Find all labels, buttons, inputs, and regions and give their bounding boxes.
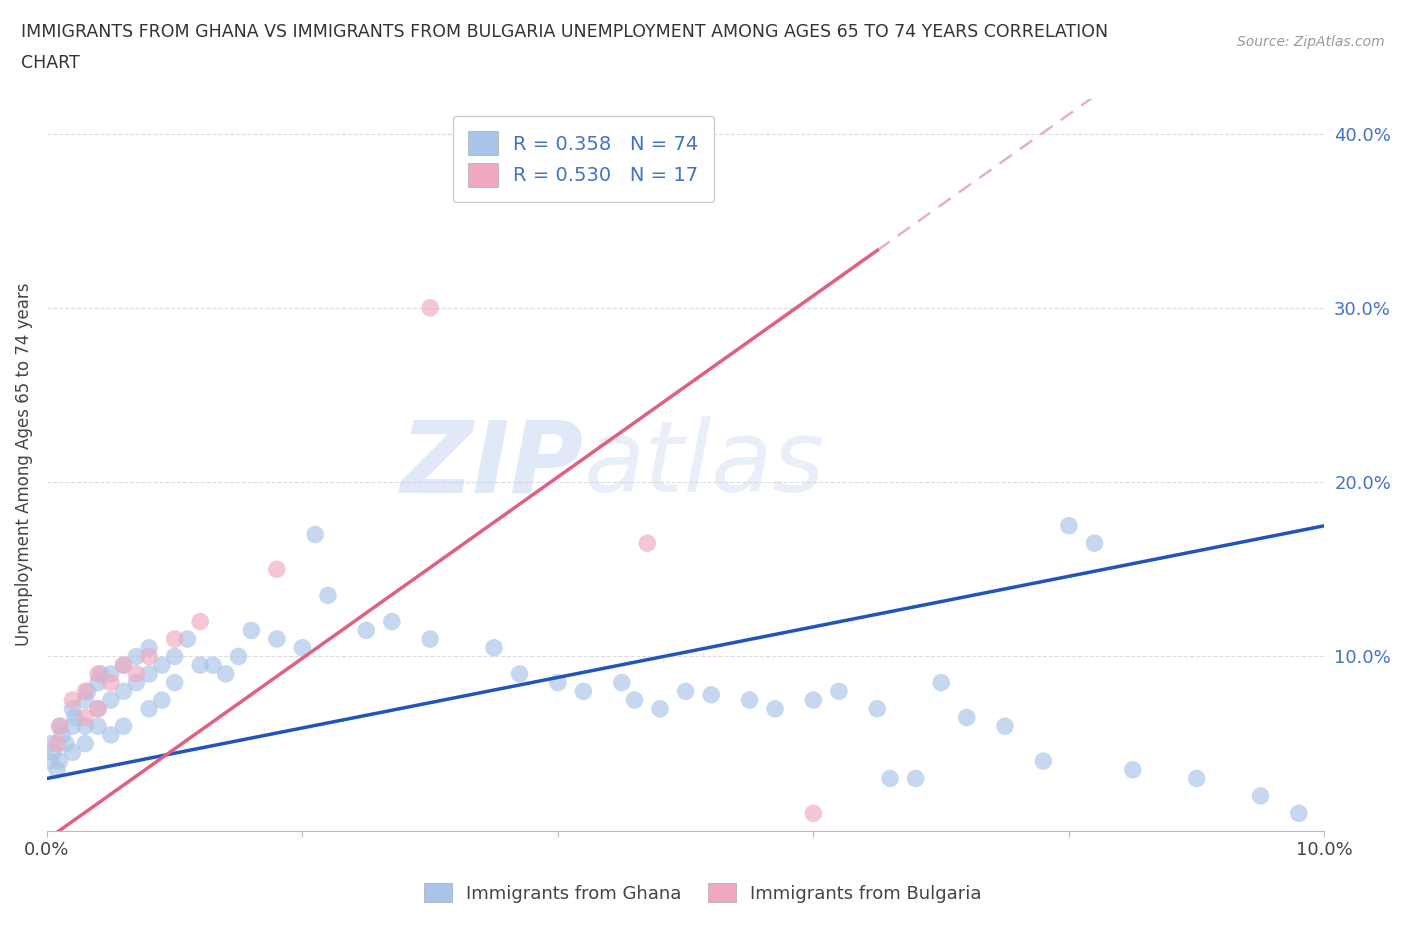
Point [879, 771, 901, 786]
Point [163, 675, 186, 690]
Point [163, 631, 186, 646]
Point [100, 727, 122, 742]
Point [87, 675, 110, 690]
Point [929, 675, 952, 690]
Point [904, 771, 927, 786]
Point [304, 527, 326, 542]
Point [266, 631, 288, 646]
Point [547, 675, 569, 690]
Point [138, 701, 160, 716]
Text: IMMIGRANTS FROM GHANA VS IMMIGRANTS FROM BULGARIA UNEMPLOYMENT AMONG AGES 65 TO : IMMIGRANTS FROM GHANA VS IMMIGRANTS FROM… [21, 23, 1108, 41]
Point [42, 745, 65, 760]
Point [1057, 518, 1080, 533]
Y-axis label: Unemployment Among Ages 65 to 74 years: Unemployment Among Ages 65 to 74 years [15, 283, 32, 646]
Point [48, 719, 70, 734]
Point [90, 667, 112, 682]
Point [675, 684, 697, 698]
Point [572, 684, 595, 698]
Point [63, 710, 86, 724]
Text: atlas: atlas [583, 417, 825, 513]
Point [75, 710, 97, 724]
Point [215, 667, 238, 682]
Point [112, 684, 135, 698]
Point [100, 667, 122, 682]
Point [48, 719, 70, 734]
Point [291, 641, 314, 656]
Point [150, 658, 173, 672]
Point [956, 710, 979, 724]
Point [738, 693, 761, 708]
Point [87, 719, 110, 734]
Point [62, 745, 84, 760]
Point [75, 684, 97, 698]
Text: ZIP: ZIP [401, 417, 583, 513]
Point [138, 667, 160, 682]
Point [1083, 536, 1105, 551]
Point [201, 658, 224, 672]
Point [176, 631, 198, 646]
Point [55, 737, 77, 751]
Point [76, 684, 98, 698]
Text: CHART: CHART [21, 54, 80, 72]
Point [316, 588, 339, 603]
Point [1288, 806, 1310, 821]
Point [994, 719, 1017, 734]
Point [803, 693, 825, 708]
Point [112, 658, 135, 672]
Point [75, 737, 97, 751]
Point [419, 631, 441, 646]
Point [228, 649, 250, 664]
Point [240, 623, 263, 638]
Text: Source: ZipAtlas.com: Source: ZipAtlas.com [1237, 35, 1385, 49]
Point [509, 667, 531, 682]
Point [138, 649, 160, 664]
Point [150, 693, 173, 708]
Point [1032, 753, 1054, 768]
Point [163, 649, 186, 664]
Point [828, 684, 851, 698]
Point [87, 701, 110, 716]
Point [381, 614, 404, 629]
Point [1122, 763, 1144, 777]
Point [100, 693, 122, 708]
Point [636, 536, 658, 551]
Point [138, 641, 160, 656]
Point [62, 693, 84, 708]
Point [75, 719, 97, 734]
Point [51, 727, 73, 742]
Point [803, 806, 825, 821]
Point [38, 753, 60, 768]
Point [62, 719, 84, 734]
Point [87, 667, 110, 682]
Point [75, 693, 97, 708]
Point [125, 667, 148, 682]
Point [62, 701, 84, 716]
Point [188, 658, 211, 672]
Point [87, 701, 110, 716]
Point [125, 649, 148, 664]
Point [46, 737, 69, 751]
Point [610, 675, 633, 690]
Point [419, 300, 441, 315]
Point [482, 641, 505, 656]
Point [1185, 771, 1208, 786]
Point [356, 623, 378, 638]
Point [866, 701, 889, 716]
Point [763, 701, 786, 716]
Point [125, 675, 148, 690]
Legend: Immigrants from Ghana, Immigrants from Bulgaria: Immigrants from Ghana, Immigrants from B… [415, 874, 991, 911]
Point [112, 658, 135, 672]
Point [1250, 789, 1272, 804]
Legend: R = 0.358   N = 74, R = 0.530   N = 17: R = 0.358 N = 74, R = 0.530 N = 17 [453, 115, 714, 202]
Point [623, 693, 645, 708]
Point [188, 614, 211, 629]
Point [48, 753, 70, 768]
Point [100, 675, 122, 690]
Point [648, 701, 671, 716]
Point [39, 737, 62, 751]
Point [266, 562, 288, 577]
Point [112, 719, 135, 734]
Point [700, 687, 723, 702]
Point [46, 763, 69, 777]
